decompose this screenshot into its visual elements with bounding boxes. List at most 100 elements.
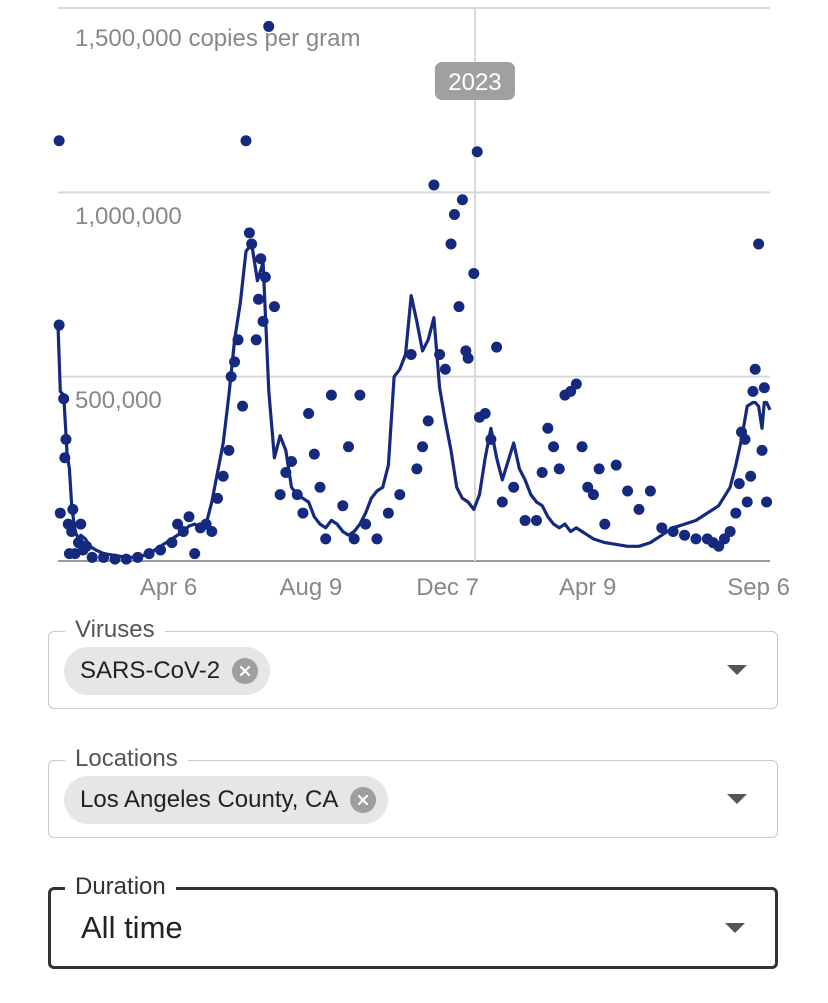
duration-label: Duration: [65, 873, 176, 901]
sample-point: [243, 227, 255, 239]
y-tick-label: 1,500,000 copies per gram: [75, 25, 361, 52]
chevron-down-icon[interactable]: [727, 794, 747, 804]
sample-point: [314, 481, 326, 493]
sample-point: [280, 467, 292, 479]
sample-point: [422, 415, 434, 427]
remove-location-icon[interactable]: [350, 787, 377, 813]
sample-point: [745, 470, 757, 482]
sample-point: [348, 533, 360, 545]
sample-point: [237, 400, 249, 412]
sample-point: [268, 301, 280, 313]
sample-point: [622, 485, 634, 497]
sample-point: [485, 433, 497, 445]
sample-point: [240, 135, 252, 147]
sample-point: [303, 408, 315, 420]
sample-point: [109, 553, 121, 565]
x-tick-label: Apr 9: [559, 574, 616, 601]
sample-point: [120, 553, 132, 565]
sample-point: [448, 208, 460, 220]
sample-point: [217, 470, 229, 482]
sample-point: [232, 334, 244, 346]
sample-point: [667, 526, 679, 538]
sample-point: [576, 441, 588, 453]
duration-select[interactable]: Duration All time: [48, 873, 778, 969]
sample-point: [462, 352, 474, 364]
sample-point: [80, 540, 92, 552]
wastewater-chart: 1,500,000 copies per gram 1,000,000 500,00…: [53, 7, 790, 601]
sample-point: [679, 529, 691, 541]
sample-point: [758, 382, 770, 394]
sample-point: [496, 496, 508, 508]
sample-point: [570, 378, 582, 390]
y-tick-label: 1,000,000: [75, 203, 182, 230]
sample-point: [229, 356, 241, 368]
sample-point: [411, 463, 423, 475]
sample-point: [739, 433, 751, 445]
sample-point: [225, 371, 237, 383]
sample-point: [508, 481, 520, 493]
sample-point: [434, 349, 446, 361]
year-marker-badge: [434, 62, 515, 100]
sample-point: [394, 489, 406, 501]
sample-point: [274, 489, 286, 501]
sample-point: [58, 393, 70, 405]
sample-point: [644, 485, 656, 497]
sample-point: [53, 319, 65, 331]
chevron-down-icon[interactable]: [725, 923, 745, 933]
sample-point: [761, 496, 773, 508]
duration-value: All time: [81, 910, 183, 945]
sample-point: [211, 492, 223, 504]
y-tick-label: 500,000: [75, 387, 162, 414]
sample-point: [445, 238, 457, 250]
locations-label: Locations: [65, 745, 188, 773]
sample-point: [259, 271, 271, 283]
sample-point: [724, 526, 736, 538]
chevron-down-icon[interactable]: [727, 665, 747, 675]
sample-point: [252, 293, 264, 305]
locations-select[interactable]: Locations Los Angeles County, CA: [48, 745, 778, 838]
sample-point: [257, 315, 269, 327]
sample-point: [183, 511, 195, 523]
sample-point: [86, 551, 98, 563]
sample-point: [730, 507, 742, 519]
sample-point: [519, 514, 531, 526]
sample-point: [656, 522, 668, 534]
sample-point: [405, 349, 417, 361]
year-marker-label: 2023: [448, 69, 501, 96]
sample-point: [250, 334, 262, 346]
sample-point: [536, 467, 548, 479]
sample-point: [166, 537, 178, 549]
sample-point: [286, 455, 298, 467]
sample-point: [382, 507, 394, 519]
sample-point: [189, 548, 201, 560]
sample-point: [337, 500, 349, 512]
viruses-select[interactable]: Viruses SARS-CoV-2: [48, 616, 778, 709]
sample-point: [177, 526, 189, 538]
sample-point: [733, 478, 745, 490]
remove-virus-icon[interactable]: [232, 658, 259, 684]
sample-point: [553, 463, 565, 475]
virus-chip: SARS-CoV-2: [64, 647, 271, 695]
virus-chip-label: SARS-CoV-2: [80, 657, 221, 684]
sample-point: [66, 526, 78, 538]
sample-point: [206, 526, 218, 538]
sample-point: [325, 389, 337, 401]
sample-point: [453, 301, 465, 313]
sample-point: [530, 514, 542, 526]
sample-point: [428, 179, 440, 191]
sample-point: [255, 253, 267, 265]
sample-point: [633, 503, 645, 515]
sample-point: [479, 408, 491, 420]
sample-point: [610, 459, 622, 471]
sample-point: [98, 551, 110, 563]
sample-point: [753, 238, 765, 250]
sample-point: [342, 441, 354, 453]
sample-point: [67, 503, 79, 515]
sample-point: [491, 341, 503, 353]
sample-point: [59, 452, 71, 464]
sample-point: [471, 146, 483, 158]
sample-point: [749, 363, 761, 375]
sample-point: [456, 194, 468, 206]
x-tick-label: Dec 7: [416, 574, 479, 601]
location-chip-label: Los Angeles County, CA: [80, 786, 339, 813]
